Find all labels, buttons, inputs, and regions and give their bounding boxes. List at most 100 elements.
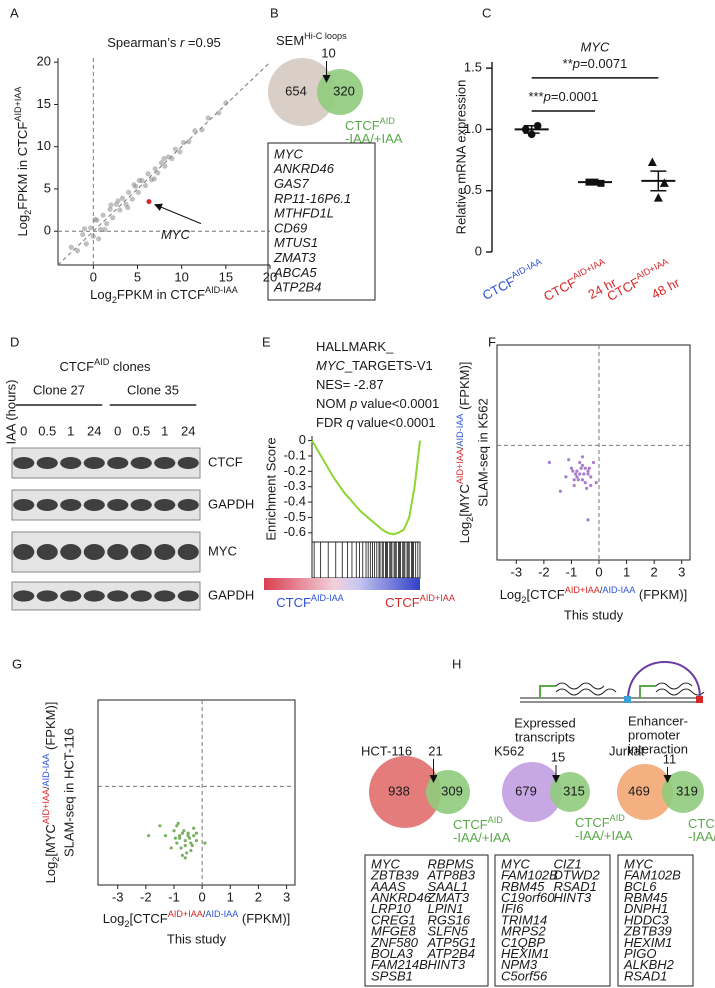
text-part: AID-IAA [510, 256, 545, 281]
y-axis-title: Enrichment Score [263, 437, 278, 540]
text-part: =0.0001 [551, 89, 598, 104]
point [115, 198, 121, 204]
text-part: / [600, 585, 603, 595]
text-part: p [543, 89, 551, 104]
text-part: Log [500, 587, 522, 602]
y-tick-label: -0.4 [284, 493, 306, 508]
y-axis-title: Log2FPKM in CTCFAID+IAA [13, 86, 33, 237]
gene-name: SPSB1 [371, 968, 413, 983]
x-tick-label: 15 [219, 269, 233, 284]
text-part: CTCF [345, 118, 380, 133]
arrow [154, 203, 202, 225]
text-part: 2 [112, 295, 117, 305]
text-part: AID [94, 357, 110, 367]
x-tick-label: 2 [651, 564, 658, 579]
point [163, 834, 168, 838]
text-part: MYC [316, 358, 346, 373]
x-tick-label: 2 [255, 889, 262, 904]
significance-label: ***p=0.0001 [528, 89, 598, 104]
blot-row-label: GAPDH [208, 587, 254, 602]
set-label: CTCFAID [453, 815, 503, 832]
x-tick-label: -2 [538, 564, 550, 579]
text-part: r [180, 35, 185, 50]
gene-name: MYC [624, 856, 654, 871]
panel-letter: C [482, 5, 491, 20]
cell-line-label: K562 [494, 743, 524, 758]
set-label: -IAA/+IAA [453, 830, 511, 845]
point [558, 489, 563, 493]
point [216, 110, 222, 116]
point [169, 846, 173, 850]
venn-overlap-count: 21 [428, 743, 442, 758]
chart-title: FDR q value<0.0001 [316, 415, 436, 430]
gene-name: ZBTB39 [623, 924, 672, 939]
point [88, 225, 94, 231]
point [571, 469, 575, 473]
gene-name: RBPMS [428, 856, 475, 871]
gene-name: RP11-16P6.1 [274, 191, 351, 206]
gene-box [617, 854, 694, 987]
chart-title: NES= -2.87 [316, 377, 384, 392]
rank-gradient [264, 578, 420, 590]
point [96, 236, 102, 242]
point [547, 460, 551, 465]
x-tick-label: 1 [623, 564, 630, 579]
text-part: NES= -2.87 [316, 377, 384, 392]
panel-letter: E [262, 334, 271, 349]
lane-label: 1 [161, 423, 168, 438]
point [192, 128, 198, 134]
text-part: p [572, 56, 580, 71]
point [580, 463, 585, 467]
lane-label: 0.5 [132, 423, 150, 438]
point [192, 826, 196, 830]
gene-name: ABCA5 [273, 265, 317, 280]
gene-name: LPIN1 [428, 901, 464, 916]
venn-count: 309 [441, 783, 463, 798]
text-part: AID-IAA [311, 593, 345, 603]
point [647, 157, 657, 167]
y-tick-label: 0 [299, 432, 306, 447]
point [192, 834, 196, 838]
point [117, 207, 123, 213]
panel-letter: G [12, 656, 22, 671]
gene-name: RSAD1 [554, 879, 597, 894]
point [185, 851, 189, 855]
point [586, 518, 590, 522]
blot-row-label: CTCF [208, 454, 243, 469]
x-tick-label: -1 [566, 564, 578, 579]
text-part: =0.95 [184, 35, 221, 50]
text-part: (FPKM)] [635, 587, 687, 602]
x-tick-label: 3 [283, 889, 290, 904]
gene-name: C19orf60 [501, 890, 555, 905]
text-part: Log [103, 911, 125, 926]
gene-name: LRP10 [371, 901, 412, 916]
blot-band [36, 590, 58, 602]
blot-row-label: MYC [208, 543, 237, 558]
blot-band [154, 544, 176, 560]
blot-band [60, 457, 82, 469]
point [582, 472, 586, 476]
text-part: AID+IAA [168, 909, 204, 919]
y-axis-title: IAA (hours) [3, 379, 18, 444]
point [205, 115, 211, 121]
point [100, 212, 106, 218]
point [594, 481, 598, 485]
text-part: AID-IAA [455, 413, 465, 447]
point [90, 233, 96, 239]
gene-name: MTHFD1L [274, 206, 334, 221]
point [177, 149, 183, 155]
significance-label: **p=0.0071 [563, 56, 628, 71]
x-tick-label: -3 [511, 564, 523, 579]
y-tick-label: -0.3 [284, 478, 306, 493]
gene-name: MRPS2 [501, 924, 547, 939]
blot-band [13, 544, 35, 560]
point [589, 475, 593, 479]
gene-name: TRIM14 [501, 912, 547, 927]
y-tick-label: -0.5 [284, 509, 306, 524]
venn-set [550, 772, 590, 812]
text-part: FDR [316, 415, 346, 430]
gene-name: RBM45 [624, 890, 668, 905]
blot-band [154, 499, 176, 511]
point [151, 176, 157, 182]
plot-frame [496, 344, 691, 561]
